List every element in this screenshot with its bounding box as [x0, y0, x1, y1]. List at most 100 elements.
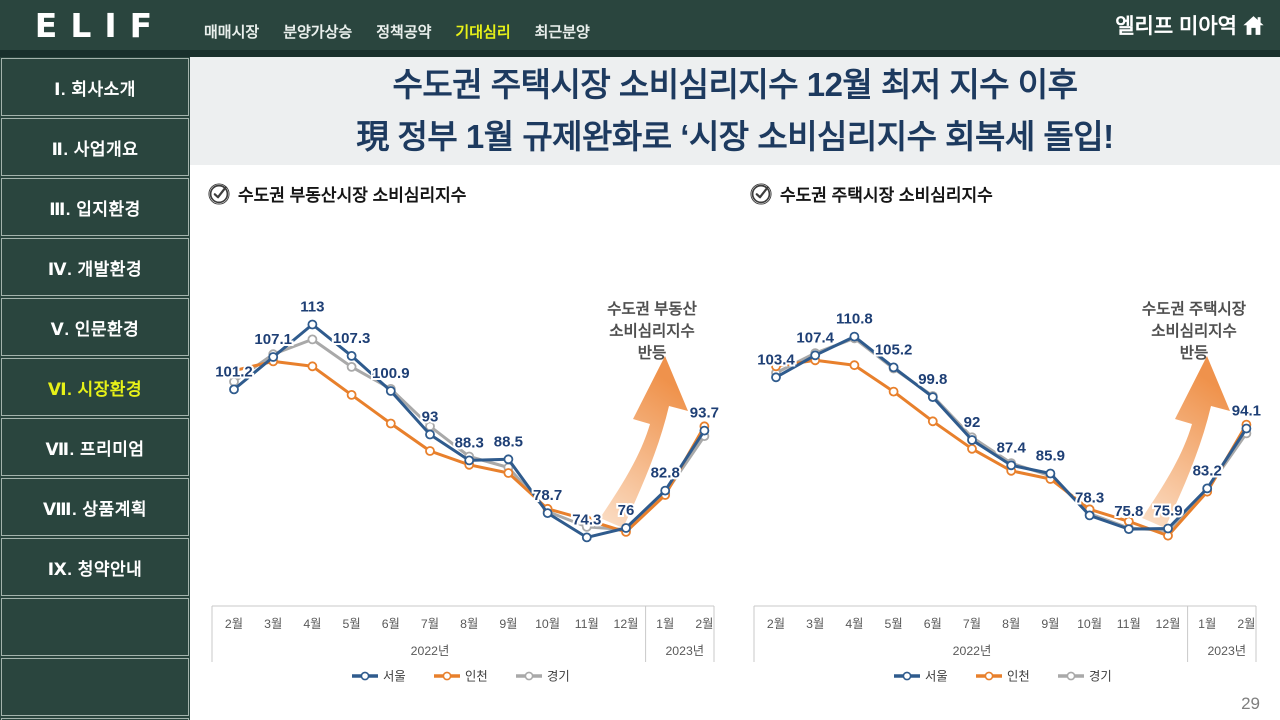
- svg-text:74.3: 74.3: [572, 511, 601, 528]
- svg-text:92: 92: [964, 414, 981, 431]
- nav-item-4[interactable]: 기대심리: [455, 24, 511, 41]
- svg-text:10월: 10월: [535, 617, 560, 631]
- top-nav: 매매시장 분양가상승 정책공약 기대심리 최근분양: [204, 21, 590, 50]
- x-axis: 2월 3월 4월 5월 6월 7월 8월 9월 10월 11월 12월 1월 2월 2022년 2023년: [753, 605, 1257, 662]
- page-number: 29: [1241, 694, 1260, 713]
- svg-text:2월: 2월: [695, 617, 713, 631]
- svg-text:인천: 인천: [465, 669, 488, 684]
- nav-item-3[interactable]: 정책공약: [376, 24, 432, 41]
- rebound-arrow-icon: [1142, 356, 1230, 528]
- svg-text:8월: 8월: [460, 617, 478, 631]
- svg-text:78.7: 78.7: [533, 487, 562, 504]
- svg-text:88.3: 88.3: [455, 434, 484, 451]
- chart-card-2: 수도권 주택시장 소비심리지수 수도권 주택시장 소비심리지수 반등 2월 3월 4월 5월 6…: [744, 179, 1272, 720]
- elif-logo: ELIF: [34, 5, 166, 45]
- svg-text:10월: 10월: [1077, 617, 1102, 631]
- svg-text:2022년: 2022년: [411, 644, 450, 658]
- svg-text:99.8: 99.8: [918, 371, 947, 388]
- svg-text:3월: 3월: [264, 617, 282, 631]
- svg-text:88.5: 88.5: [494, 433, 523, 450]
- x-axis: 2월 3월 4월 5월 6월 7월 8월 9월 10월 11월 12월 1월 2월 2022년 2023년: [211, 605, 715, 662]
- svg-text:8월: 8월: [1002, 617, 1020, 631]
- svg-text:93: 93: [422, 409, 439, 426]
- svg-text:85.9: 85.9: [1036, 448, 1065, 465]
- chart-legend: 서울 인천 경기: [352, 669, 570, 684]
- svg-text:7월: 7월: [421, 617, 439, 631]
- svg-text:78.3: 78.3: [1075, 489, 1104, 506]
- svg-text:2023년: 2023년: [1207, 644, 1246, 658]
- svg-text:107.3: 107.3: [333, 330, 371, 347]
- sidebar-item-4[interactable]: Ⅳ. 개발환경: [1, 238, 189, 296]
- svg-text:12월: 12월: [614, 617, 639, 631]
- svg-text:83.2: 83.2: [1193, 462, 1222, 479]
- svg-text:2월: 2월: [225, 617, 243, 631]
- project-name-text: 엘리프 미아역: [1115, 15, 1237, 38]
- nav-item-1[interactable]: 매매시장: [204, 24, 260, 41]
- svg-text:76: 76: [618, 502, 635, 519]
- svg-text:12월: 12월: [1156, 617, 1181, 631]
- sidebar-item-3[interactable]: Ⅲ. 입지환경: [1, 178, 189, 236]
- svg-text:105.2: 105.2: [875, 341, 913, 358]
- chart-annotation: 수도권 부동산: [607, 299, 698, 318]
- slide-title-line1: 수도권 주택시장 소비심리지수 12월 최저 지수 이후: [392, 65, 1078, 103]
- svg-text:2022년: 2022년: [953, 644, 992, 658]
- sidebar-item-1[interactable]: Ⅰ. 회사소개: [1, 58, 189, 116]
- svg-text:1월: 1월: [656, 617, 674, 631]
- chart-title-text: 수도권 주택시장 소비심리지수: [780, 186, 993, 205]
- svg-text:인천: 인천: [1007, 669, 1030, 684]
- chart-title: 수도권 부동산시장 소비심리지수: [208, 181, 730, 206]
- sidebar-item-7[interactable]: Ⅶ. 프리미엄: [1, 418, 189, 476]
- svg-text:103.4: 103.4: [757, 351, 795, 368]
- check-icon: [208, 182, 230, 205]
- svg-text:5월: 5월: [885, 617, 903, 631]
- svg-text:110.8: 110.8: [836, 311, 873, 328]
- svg-text:94.1: 94.1: [1232, 403, 1261, 420]
- chart-legend: 서울 인천 경기: [894, 669, 1112, 684]
- home-icon[interactable]: [1241, 13, 1266, 38]
- svg-text:서울: 서울: [925, 670, 948, 684]
- sidebar-item-6[interactable]: Ⅵ. 시장환경: [1, 358, 189, 416]
- svg-text:4월: 4월: [845, 617, 863, 631]
- svg-text:2월: 2월: [1237, 617, 1255, 631]
- chart-annotation: 반등: [1180, 344, 1209, 362]
- svg-text:107.4: 107.4: [796, 329, 834, 346]
- svg-text:75.8: 75.8: [1114, 503, 1143, 520]
- slide-title: 수도권 주택시장 소비심리지수 12월 최저 지수 이후 現 정부 1월 규제완…: [190, 57, 1280, 165]
- nav-item-2[interactable]: 분양가상승: [283, 24, 353, 41]
- chart-title-text: 수도권 부동산시장 소비심리지수: [238, 186, 467, 205]
- chart-annotation: 반등: [638, 344, 667, 362]
- sidebar-item-5[interactable]: Ⅴ. 인문환경: [1, 298, 189, 356]
- svg-text:3월: 3월: [806, 617, 824, 631]
- chart-annotation: 수도권 주택시장: [1142, 299, 1247, 318]
- sidebar-item-9[interactable]: Ⅸ. 청약안내: [1, 538, 189, 596]
- sidebar-item-2[interactable]: Ⅱ. 사업개요: [1, 118, 189, 176]
- rebound-arrow-icon: [600, 356, 688, 528]
- sidebar: Ⅰ. 회사소개 Ⅱ. 사업개요 Ⅲ. 입지환경 Ⅳ. 개발환경 Ⅴ. 인문환경 Ⅵ. 시장…: [0, 57, 190, 720]
- chart-title: 수도권 주택시장 소비심리지수: [750, 181, 1272, 206]
- svg-text:87.4: 87.4: [997, 439, 1027, 456]
- svg-text:100.9: 100.9: [372, 365, 410, 382]
- svg-text:11월: 11월: [575, 617, 599, 631]
- svg-text:11월: 11월: [1117, 617, 1141, 631]
- sidebar-item-8[interactable]: Ⅷ. 상품계획: [1, 478, 189, 536]
- svg-text:경기: 경기: [1089, 670, 1112, 684]
- svg-text:1월: 1월: [1198, 617, 1216, 631]
- sidebar-cell-empty: [1, 658, 189, 716]
- svg-text:101.2: 101.2: [215, 363, 253, 380]
- svg-text:82.8: 82.8: [651, 465, 680, 482]
- svg-text:113: 113: [300, 299, 324, 316]
- svg-text:6월: 6월: [382, 617, 400, 631]
- svg-text:2023년: 2023년: [665, 644, 704, 658]
- chart-annotation: 소비심리지수: [1151, 322, 1237, 340]
- svg-text:9월: 9월: [499, 617, 517, 631]
- nav-item-5[interactable]: 최근분양: [534, 24, 590, 41]
- chart-annotation: 소비심리지수: [609, 322, 695, 340]
- series-seoul: [771, 331, 1252, 535]
- project-name: 엘리프 미아역: [1115, 10, 1266, 40]
- svg-text:5월: 5월: [343, 617, 361, 631]
- svg-text:75.9: 75.9: [1153, 503, 1182, 520]
- series-seoul: [229, 319, 710, 543]
